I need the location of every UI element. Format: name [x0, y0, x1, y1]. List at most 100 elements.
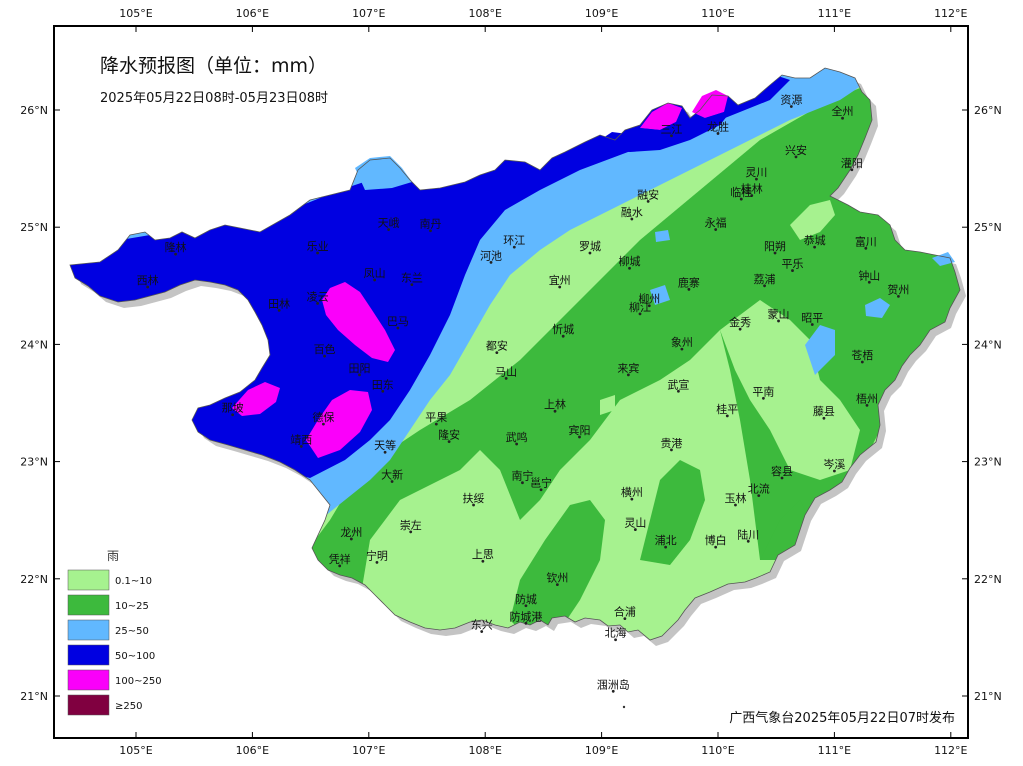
city-label: 环江 [503, 234, 525, 247]
city-marker: 武鸣 [506, 430, 528, 446]
legend-swatch [67, 569, 110, 591]
city-dot [664, 545, 668, 549]
city-label: 隆林 [165, 240, 187, 254]
city-dot [739, 197, 743, 201]
city-label: 柳州 [638, 292, 660, 306]
city-marker: 北流 [748, 482, 770, 497]
city-dot [588, 251, 592, 255]
city-marker: 平乐 [781, 258, 803, 272]
x-tick-label: 111°E [818, 7, 851, 20]
city-marker: 灵川 [745, 166, 767, 181]
city-marker: 田林 [268, 296, 290, 312]
city-dot [780, 476, 784, 480]
north-patch-magenta-1 [640, 103, 682, 130]
city-marker: 岑溪 [823, 458, 845, 473]
legend-label: 100~250 [115, 676, 162, 687]
city-label: 东兴 [471, 619, 493, 632]
y-tick-label: 23°N [20, 456, 48, 469]
city-dot [512, 245, 516, 249]
city-dot [864, 246, 868, 250]
city-label: 河池 [480, 249, 502, 262]
city-dot [850, 168, 854, 172]
city-marker: 宁明 [366, 548, 388, 564]
city-label: 柳江 [629, 300, 651, 314]
city-label: 东兰 [401, 272, 423, 285]
city-label: 凤山 [364, 267, 386, 280]
city-dot [638, 312, 642, 316]
zone-light-pocket-3 [720, 300, 860, 480]
city-marker: 合浦 [614, 605, 636, 621]
city-dot [630, 217, 634, 221]
city-marker: 乐业 [307, 240, 329, 255]
city-dot [429, 229, 432, 233]
city-dot [323, 354, 326, 358]
city-label: 崇左 [400, 519, 422, 532]
city-marker: 富川 [855, 234, 877, 250]
y-tick-label: 24°N [974, 338, 1002, 351]
city-label: 鹿寨 [678, 275, 700, 289]
city-dot [738, 327, 742, 331]
city-label: 岑溪 [823, 458, 845, 471]
city-marker: 全州 [832, 104, 854, 120]
city-label: 平果 [425, 411, 447, 424]
legend-swatch [67, 694, 110, 716]
city-dot [822, 416, 826, 420]
city-marker: 北海 [605, 626, 627, 642]
city-dot [810, 323, 814, 326]
city-marker: 藤县 [813, 405, 835, 420]
city-dot [897, 294, 900, 298]
zone-moderate-rain-south [510, 500, 605, 640]
city-dot [761, 396, 765, 400]
city-label: 永福 [705, 216, 727, 230]
city-marker: 宜州 [549, 273, 571, 289]
city-marker: 都安 [486, 339, 508, 355]
city-label: 防城港 [509, 609, 542, 623]
city-label: 容县 [771, 464, 793, 478]
y-tick-label: 21°N [20, 690, 48, 703]
city-marker: 资源 [780, 92, 802, 108]
city-marker: 西林 [137, 273, 159, 289]
city-label: 金秀 [729, 315, 751, 329]
axis-ticks: 105°E 105°E 106°E 106°E 107°E 107°E 108°E 108°E… [20, 7, 1001, 757]
zone-heavy-rain-patch-3 [865, 298, 890, 318]
city-marker: 昭平 [801, 311, 823, 326]
city-label: 富川 [855, 234, 877, 248]
city-marker: 桂林 [741, 182, 763, 197]
city-dot [773, 251, 777, 255]
city-dot [390, 480, 394, 483]
city-label: 涠洲岛 [597, 677, 630, 691]
legend-swatch [67, 669, 110, 691]
city-marker: 灵山 [624, 517, 646, 531]
city-dot [481, 559, 485, 563]
city-dot [349, 537, 353, 541]
city-dot [555, 583, 559, 587]
city-label: 防城 [515, 592, 537, 606]
city-dot [515, 442, 519, 446]
city-dot [358, 373, 361, 377]
city-label: 凌云 [307, 289, 329, 303]
city-dot [316, 251, 319, 255]
city-marker: 那坡 [222, 402, 244, 417]
city-marker: 象州 [671, 336, 693, 351]
city-marker: 柳城 [619, 254, 641, 270]
city-marker: 龙州 [340, 526, 362, 541]
city-dot [647, 304, 651, 308]
city-marker: 东兰 [401, 272, 423, 287]
city-label: 西林 [137, 273, 159, 287]
city-marker: 三江 [660, 123, 682, 138]
city-dot [146, 285, 150, 289]
city-marker: 天等 [374, 438, 396, 454]
city-marker: 百色 [314, 342, 336, 358]
city-dot [174, 252, 177, 256]
city-dot [277, 309, 281, 312]
city-marker: 贺州 [887, 283, 909, 298]
city-dot [561, 334, 565, 338]
city-dot [633, 528, 637, 531]
city-label: 柳城 [619, 254, 641, 268]
city-marker: 鹿寨 [678, 275, 700, 291]
city-dot [524, 621, 528, 625]
city-label: 忻城 [552, 323, 574, 336]
city-dot [865, 403, 869, 407]
city-dot [375, 560, 379, 564]
north-patch-magenta-2 [692, 90, 728, 118]
